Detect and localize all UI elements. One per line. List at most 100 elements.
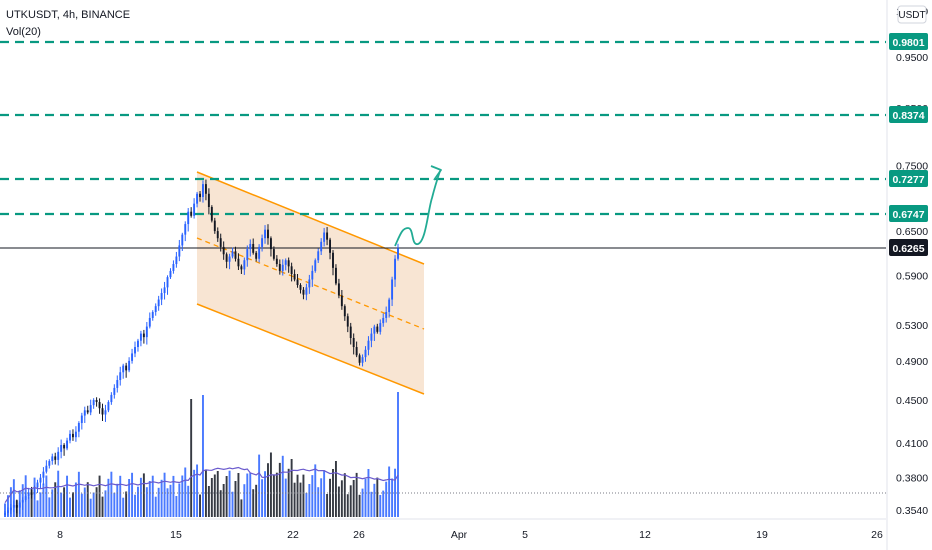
candle-body bbox=[311, 270, 314, 280]
y-tick-label: 0.3540 bbox=[896, 505, 928, 517]
volume-bar bbox=[175, 496, 178, 517]
candle-body bbox=[385, 312, 388, 318]
volume-bar bbox=[4, 503, 6, 517]
currency-badge bbox=[897, 5, 927, 24]
candle-body bbox=[95, 400, 98, 403]
volume-bar bbox=[113, 492, 116, 517]
volume-bar bbox=[15, 500, 18, 517]
candle-body bbox=[237, 258, 240, 267]
currency-badge-label: USDT bbox=[898, 10, 925, 21]
candle-body bbox=[255, 252, 258, 259]
volume-bar bbox=[290, 459, 293, 517]
volume-bar bbox=[95, 487, 98, 517]
candle-body bbox=[320, 241, 323, 252]
candle-body bbox=[210, 206, 213, 221]
volume-bar bbox=[326, 494, 329, 517]
volume-bar bbox=[6, 495, 9, 517]
level-price-tag-label: 0.8374 bbox=[892, 110, 924, 122]
volume-bar bbox=[320, 478, 323, 517]
volume-bar bbox=[349, 485, 352, 517]
candle-body bbox=[190, 211, 193, 216]
volume-bar bbox=[237, 473, 240, 517]
candle-body bbox=[234, 251, 237, 259]
candle-body bbox=[267, 229, 269, 239]
x-tick-label: 5 bbox=[522, 529, 528, 541]
volume-indicator-label[interactable]: Vol(20) bbox=[6, 26, 41, 38]
candle-body bbox=[63, 445, 66, 449]
volume-bar bbox=[72, 492, 74, 517]
volume-bar bbox=[48, 497, 51, 517]
candle-body bbox=[27, 492, 30, 497]
volume-bar bbox=[364, 478, 367, 517]
candle-body bbox=[137, 340, 139, 348]
symbol-line[interactable]: UTKUSDT, 4h, BINANCE bbox=[6, 9, 131, 21]
volume-bar bbox=[216, 471, 219, 517]
candle-body bbox=[104, 410, 107, 415]
volume-bar bbox=[63, 487, 66, 517]
x-tick-label: 12 bbox=[639, 529, 651, 541]
candle-body bbox=[148, 317, 151, 327]
candle-body bbox=[134, 347, 136, 354]
candle-body bbox=[370, 333, 373, 341]
volume-bar bbox=[92, 492, 95, 517]
volume-bar bbox=[275, 472, 278, 517]
volume-bar bbox=[296, 474, 299, 517]
volume-bar bbox=[305, 492, 308, 517]
candle-body bbox=[42, 471, 45, 478]
candle-body bbox=[261, 238, 264, 247]
candle-body bbox=[193, 203, 196, 216]
volume-bar bbox=[314, 464, 317, 517]
volume-bar bbox=[125, 491, 128, 517]
candle-body bbox=[216, 231, 219, 239]
plot-area bbox=[0, 0, 886, 519]
candle-body bbox=[299, 285, 302, 290]
candle-body bbox=[74, 431, 77, 438]
volume-bar bbox=[42, 483, 45, 517]
volume-bar bbox=[27, 496, 30, 517]
volume-bar bbox=[204, 469, 207, 517]
candle-body bbox=[86, 410, 89, 413]
candle-body bbox=[145, 326, 148, 338]
volume-bar bbox=[187, 485, 190, 517]
volume-bar bbox=[116, 483, 119, 517]
level-price-tag-label: 0.6747 bbox=[892, 209, 924, 221]
candle-body bbox=[39, 477, 42, 483]
volume-bar bbox=[157, 487, 160, 517]
candle-body bbox=[139, 333, 142, 341]
x-tick-label: Apr bbox=[451, 529, 468, 541]
candle-body bbox=[36, 482, 39, 488]
candle-body bbox=[219, 238, 222, 247]
volume-bar bbox=[246, 473, 249, 517]
volume-bar bbox=[154, 496, 157, 517]
volume-bar bbox=[240, 499, 243, 517]
candle-body bbox=[272, 249, 275, 259]
candle-body bbox=[275, 258, 278, 265]
volume-bar bbox=[219, 490, 222, 517]
volume-bar bbox=[107, 478, 110, 517]
y-tick-label: 0.3800 bbox=[896, 473, 928, 485]
candle-body bbox=[305, 287, 308, 295]
candle-body bbox=[51, 456, 54, 462]
volume-bar bbox=[261, 479, 264, 517]
candle-body bbox=[394, 258, 397, 280]
volume-bar bbox=[258, 454, 261, 517]
volume-bar bbox=[98, 475, 101, 517]
volume-bar bbox=[278, 462, 281, 517]
candle-body bbox=[54, 456, 57, 460]
candle-body bbox=[337, 283, 340, 296]
candle-body bbox=[160, 293, 163, 300]
candle-body bbox=[154, 306, 157, 313]
volume-bar bbox=[269, 452, 272, 517]
candle-body bbox=[69, 433, 71, 441]
volume-bar bbox=[86, 482, 89, 517]
candle-body bbox=[376, 326, 379, 332]
volume-bar bbox=[104, 490, 107, 517]
candle-body bbox=[128, 360, 131, 371]
level-price-tag bbox=[889, 106, 928, 123]
volume-bar bbox=[184, 467, 187, 517]
candle-body bbox=[77, 423, 80, 432]
candle-body bbox=[228, 256, 231, 262]
volume-bar bbox=[119, 475, 122, 517]
